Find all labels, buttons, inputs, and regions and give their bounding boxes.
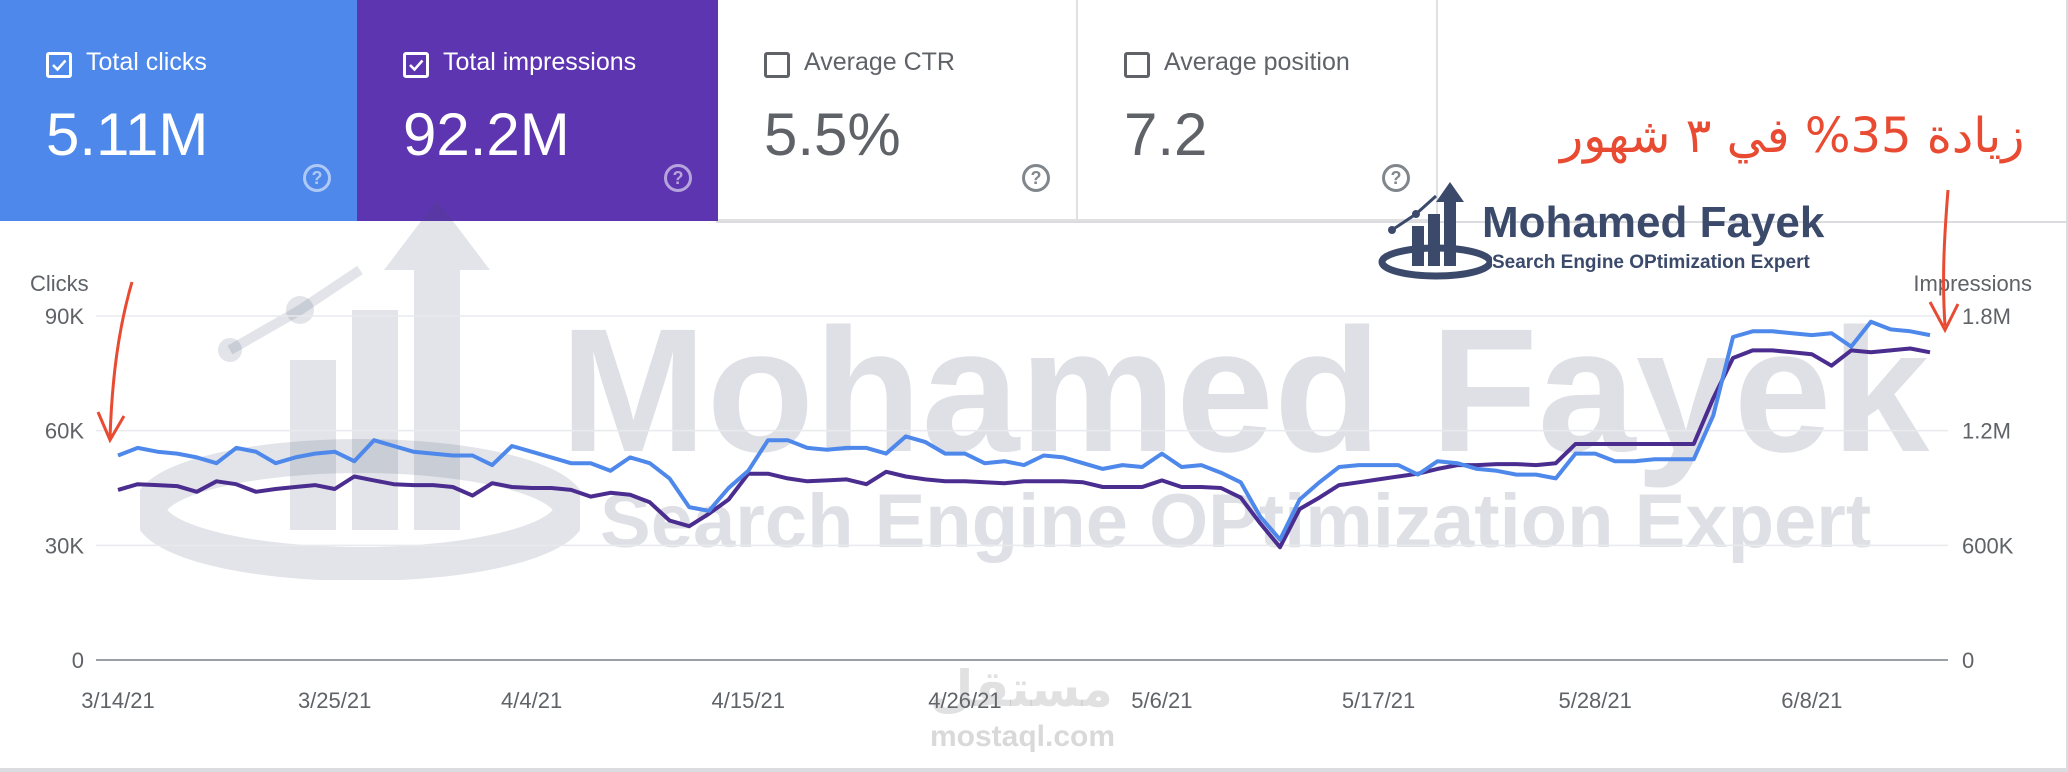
x-tick-label: 5/6/21 xyxy=(1131,688,1192,713)
y-left-tick-label: 90K xyxy=(45,304,84,329)
chart-series xyxy=(117,319,1931,550)
metric-value: 7.2 xyxy=(1124,101,1208,168)
metric-card-average-ctr[interactable]: Average CTR 5.5% ? xyxy=(718,0,1078,221)
annotation-arrowhead-left-icon xyxy=(96,411,126,444)
help-icon[interactable]: ? xyxy=(303,164,331,192)
metric-value: 92.2M xyxy=(403,101,570,168)
brand-logo: Mohamed Fayek Search Engine OPtimization… xyxy=(1372,168,1892,288)
metric-value: 5.5% xyxy=(764,101,901,168)
y-left-tick-label: 0 xyxy=(72,648,84,673)
checkbox-checked-icon[interactable] xyxy=(46,52,72,78)
metric-label: Average CTR xyxy=(804,48,955,76)
x-tick-label: 4/4/21 xyxy=(501,688,562,713)
y-left-tick-label: 30K xyxy=(45,533,84,558)
y-left-tick-label: 60K xyxy=(45,419,84,444)
x-tick-label: 4/15/21 xyxy=(712,688,785,713)
metric-card-average-position[interactable]: Average position 7.2 ? xyxy=(1078,0,1438,221)
x-tick-label: 5/17/21 xyxy=(1342,688,1415,713)
series-line-total-impressions[interactable] xyxy=(117,346,1931,550)
series-line-total-clicks[interactable] xyxy=(117,319,1931,542)
metric-label: Average position xyxy=(1164,48,1350,76)
annotation-arrowhead-right-icon xyxy=(1928,301,1960,334)
help-icon[interactable]: ? xyxy=(1022,164,1050,192)
metric-label: Total clicks xyxy=(86,48,207,76)
y-right-tick-label: 1.8M xyxy=(1962,304,2011,329)
watermark-name: Mohamed Fayek xyxy=(560,293,1930,489)
brand-logo-icon xyxy=(1378,182,1492,280)
growth-annotation: زيادة 35% في ٣ شهور xyxy=(1560,108,2025,164)
checkbox-checked-icon[interactable] xyxy=(403,52,429,78)
annotation-arrow-left-icon xyxy=(108,281,134,439)
mostaql-watermark: mostaql.com xyxy=(930,720,1116,753)
x-tick-label: 3/14/21 xyxy=(81,688,154,713)
y-right-tick-label: 0 xyxy=(1962,648,1974,673)
mostaql-watermark-arabic: مستقل xyxy=(930,660,1113,718)
checkbox-unchecked-icon[interactable] xyxy=(1124,52,1150,78)
x-tick-label: 6/8/21 xyxy=(1781,688,1842,713)
help-icon[interactable]: ? xyxy=(1382,164,1410,192)
y-right-tick-label: 1.2M xyxy=(1962,419,2011,444)
chart-ticks: 0 30K 60K 90K 0 600K 1.2M 1.8M 3/14/21 3/25/21 4/4… xyxy=(45,304,2014,713)
metric-card-total-clicks[interactable]: Total clicks 5.11M ? xyxy=(0,0,357,221)
metric-cards: Total clicks 5.11M ? Total impressions 9… xyxy=(0,0,2068,222)
frame-edge xyxy=(0,768,2068,772)
y-right-tick-label: 600K xyxy=(1962,533,2014,558)
x-tick-label: 3/25/21 xyxy=(298,688,371,713)
help-icon[interactable]: ? xyxy=(664,164,692,192)
annotation-arrow-right-icon xyxy=(1942,189,1950,327)
metric-card-total-impressions[interactable]: Total impressions 92.2M ? xyxy=(357,0,718,221)
frame-edge xyxy=(2066,0,2068,772)
brand-tagline: Search Engine OPtimization Expert xyxy=(1492,252,1810,273)
y-left-axis-title: Clicks xyxy=(30,271,89,296)
chart-gridlines xyxy=(96,315,1948,661)
metric-label: Total impressions xyxy=(443,48,637,76)
y-right-axis-title: Impressions xyxy=(1913,271,2032,296)
x-tick-label: 5/28/21 xyxy=(1558,688,1631,713)
checkbox-unchecked-icon[interactable] xyxy=(764,52,790,78)
brand-name: Mohamed Fayek xyxy=(1482,198,1825,247)
metric-value: 5.11M xyxy=(46,101,209,168)
header-divider xyxy=(716,221,2068,223)
x-tick-label: 4/26/21 xyxy=(928,688,1001,713)
